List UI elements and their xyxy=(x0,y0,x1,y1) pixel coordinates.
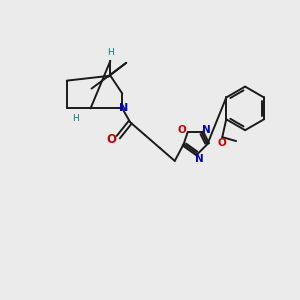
Text: H: H xyxy=(72,114,79,123)
Text: N: N xyxy=(202,125,211,135)
Text: O: O xyxy=(106,133,116,146)
Text: O: O xyxy=(218,138,226,148)
Text: O: O xyxy=(177,125,186,135)
Text: N: N xyxy=(118,103,128,113)
Text: H: H xyxy=(107,48,114,57)
Text: N: N xyxy=(195,154,204,164)
